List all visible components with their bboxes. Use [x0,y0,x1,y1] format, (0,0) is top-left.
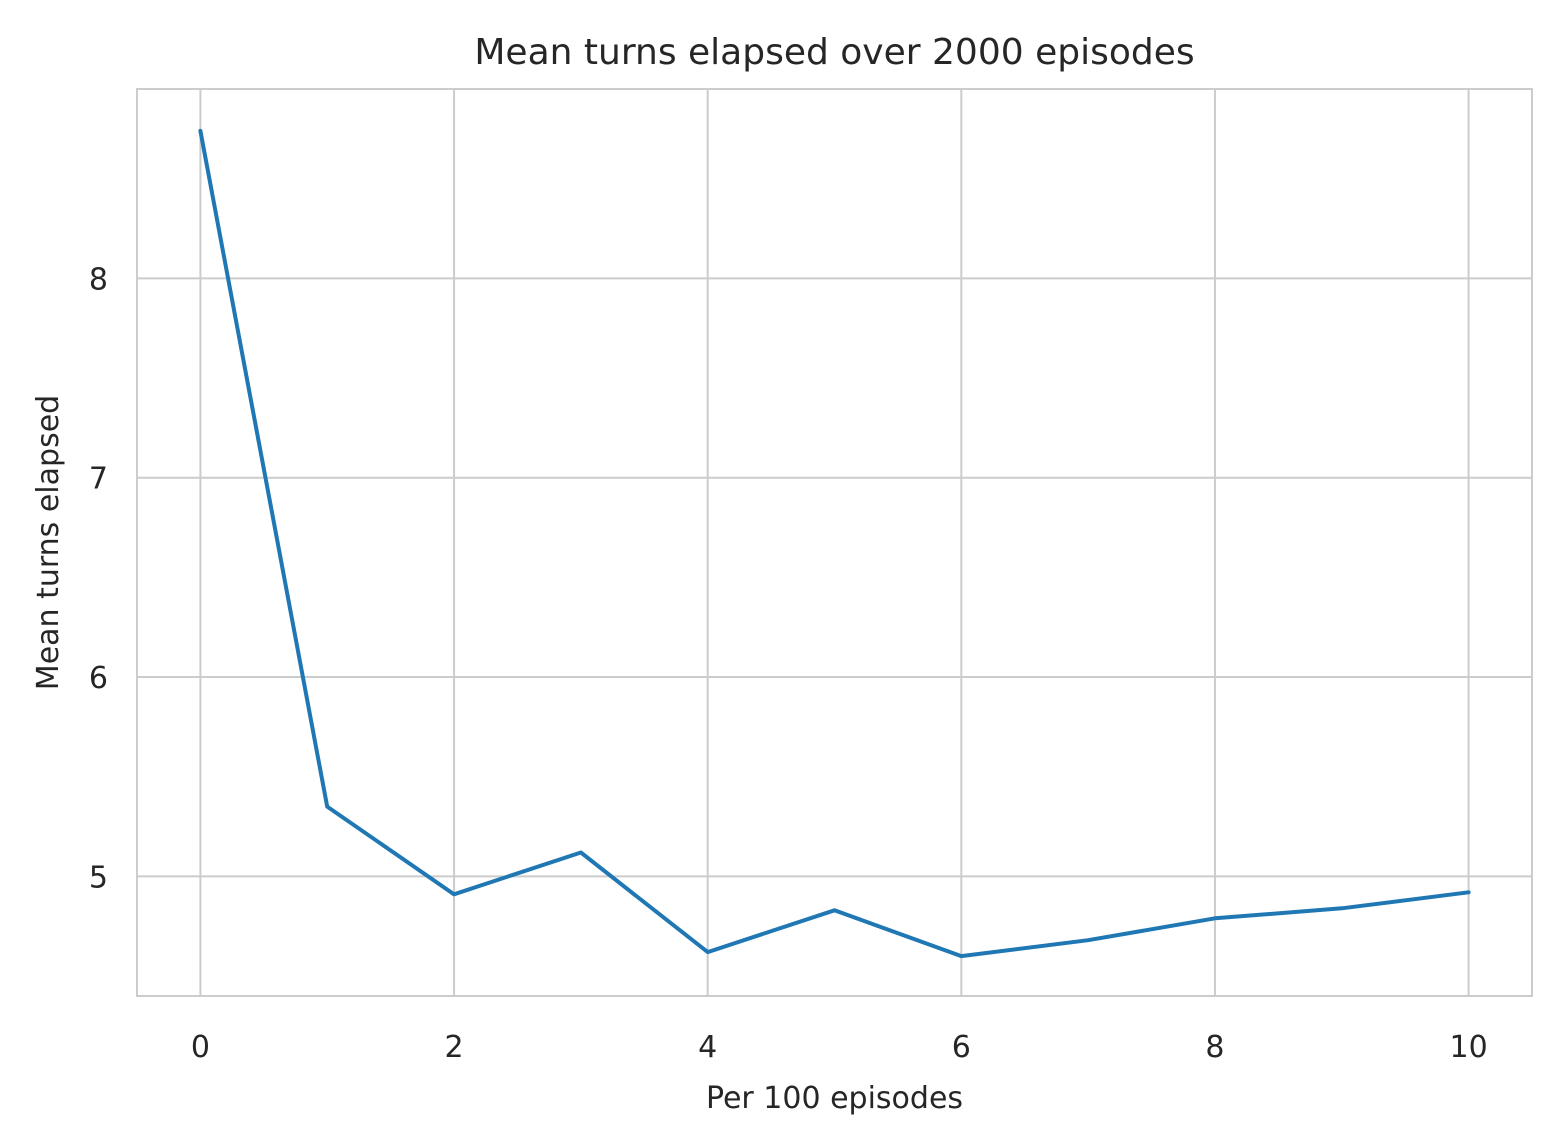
plot-frame [136,88,1533,997]
x-tick-label: 4 [698,1030,717,1065]
y-tick-label: 6 [89,661,108,696]
series-lines [198,128,1471,959]
y-tick-label: 8 [89,262,108,297]
x-tick-label: 0 [191,1030,210,1065]
x-tick-label: 10 [1449,1030,1487,1065]
y-tick-labels: 5 6 7 8 [89,262,108,895]
grid-lines [137,89,1532,996]
x-tick-label: 6 [952,1030,971,1065]
y-axis-title: Mean turns elapsed [31,395,66,690]
x-tick-label: 2 [444,1030,463,1065]
x-tick-labels: 0 2 4 6 8 10 [191,1030,1488,1065]
y-tick-label: 5 [89,860,108,895]
x-tick-label: 8 [1205,1030,1224,1065]
x-axis-title: Per 100 episodes [706,1081,963,1116]
chart-title: Mean turns elapsed over 2000 episodes [474,32,1194,73]
series-line-0 [198,128,1471,959]
y-tick-label: 7 [89,462,108,497]
